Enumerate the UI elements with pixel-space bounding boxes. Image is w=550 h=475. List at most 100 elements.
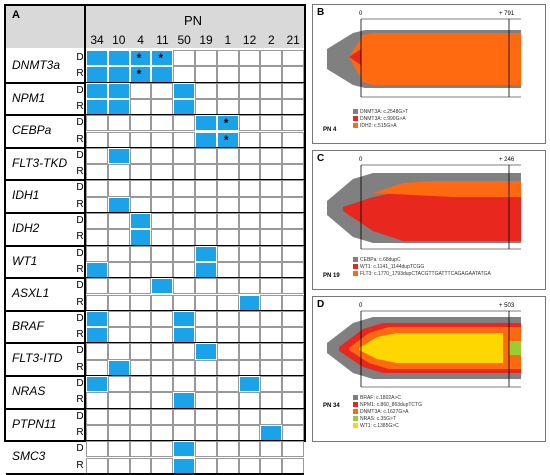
mutation-cell-empty	[173, 408, 195, 425]
mutation-cell-empty	[238, 213, 261, 230]
mutation-cell-empty	[107, 343, 130, 360]
mutation-cell-empty	[107, 457, 130, 474]
mutation-cell-empty	[238, 196, 261, 213]
mutation-cell-empty	[195, 98, 217, 116]
mutation-cell-empty	[238, 180, 261, 197]
mutation-cell-empty	[173, 115, 195, 132]
mutation-cell-empty	[173, 180, 195, 197]
mutation-cell-empty	[86, 343, 108, 360]
mutation-cell-present	[195, 261, 217, 279]
mutation-cell-empty	[282, 131, 304, 148]
mutation-cell-empty	[260, 359, 283, 376]
mutation-cell-empty	[282, 66, 304, 83]
mutation-cell-empty	[151, 441, 174, 458]
column-header: 11	[156, 33, 169, 47]
mutation-cell-empty	[238, 98, 261, 116]
mutation-cell-empty	[260, 82, 283, 99]
mutation-cell-empty	[173, 294, 195, 311]
mutation-cell-empty	[86, 392, 108, 409]
mutation-cell-empty	[173, 50, 195, 67]
mutation-cell-empty	[282, 408, 304, 425]
mutation-cell-empty	[86, 213, 108, 230]
mutation-cell-empty	[86, 131, 108, 148]
mutation-cell-present	[173, 441, 195, 458]
row-label: R	[76, 426, 84, 438]
mutation-cell-empty	[282, 327, 304, 344]
mutation-cell-empty	[151, 359, 174, 376]
mutation-cell-empty	[151, 408, 174, 425]
mutation-cell-empty	[216, 66, 239, 83]
mutation-cell-empty	[151, 457, 174, 474]
mutation-cell-empty	[129, 180, 152, 197]
column-header: 10	[112, 33, 126, 47]
gene-label: IDH2	[12, 221, 40, 235]
mutation-cell-empty	[107, 294, 130, 311]
mutation-cell-empty	[260, 66, 283, 83]
mutation-cell-empty	[282, 343, 304, 360]
gene-label: CEBPa	[12, 123, 52, 138]
mutation-cell-present	[173, 310, 195, 328]
mutation-cell-empty	[238, 147, 261, 165]
mutation-cell-empty	[195, 424, 217, 442]
mutation-cell-empty	[173, 66, 195, 83]
mutation-cell-empty	[195, 164, 217, 181]
mutation-cell-empty	[260, 327, 283, 344]
mutation-cell-empty	[216, 408, 239, 425]
mutation-cell-empty	[107, 310, 130, 328]
mutation-cell-empty	[173, 343, 195, 360]
row-label: D	[76, 312, 84, 324]
mutation-cell-empty	[260, 180, 283, 197]
panel-b-tick-right: + 791	[499, 11, 515, 17]
row-label: D	[76, 378, 84, 389]
gene-label: SMC3	[12, 449, 46, 464]
mutation-cell-empty	[107, 376, 130, 393]
legend-item: DNMT3A: c.2548G>T	[353, 109, 408, 116]
mutation-cell-empty	[216, 441, 239, 458]
mutation-cell-empty	[238, 82, 261, 99]
mutation-cell-empty	[107, 131, 130, 148]
legend-item: WT1: c.1385G>C	[353, 423, 422, 430]
mutation-cell-empty	[238, 229, 261, 246]
mutation-cell-empty	[282, 229, 304, 246]
mutation-cell-empty	[282, 147, 304, 165]
mutation-cell-empty	[195, 327, 217, 344]
mutation-cell-empty	[173, 164, 195, 181]
mutation-cell-empty	[86, 245, 108, 262]
mutation-cell-empty	[151, 180, 174, 197]
mutation-cell-empty	[238, 327, 261, 344]
mutation-cell-empty	[282, 115, 304, 132]
mutation-cell-present	[238, 376, 261, 393]
gene-label: FLT3-ITD	[12, 351, 63, 366]
panel-c-tick-left: 0	[359, 157, 363, 163]
mutation-cell-empty	[260, 278, 283, 295]
mutation-cell-empty	[260, 196, 283, 213]
mutation-cell-empty	[238, 66, 261, 83]
mutation-cell-empty	[282, 294, 304, 311]
mutation-cell-empty	[129, 376, 152, 393]
mutation-cell-empty	[107, 180, 130, 197]
panel-c-pn: PN 19	[323, 273, 340, 279]
mutation-cell-empty	[107, 261, 130, 279]
mutation-cell-empty	[129, 392, 152, 409]
panel-d-pn: PN 34	[323, 403, 340, 409]
mutation-cell-empty	[195, 82, 217, 99]
panel-c: C 0 + 246 CEBPa: c.68dupC WT1: c.1141_11…	[312, 150, 546, 290]
mutation-cell-empty	[129, 164, 152, 181]
mutation-cell-present	[195, 343, 217, 360]
column-header: 1	[224, 33, 232, 47]
row-label: D	[76, 215, 84, 226]
mutation-cell-empty	[151, 343, 174, 360]
mutation-cell-empty	[129, 245, 152, 262]
mutation-cell-empty	[282, 457, 304, 474]
legend-item: DNMT3A: c.990G>A	[353, 116, 408, 123]
mutation-cell-empty	[260, 131, 283, 148]
mutation-cell-empty	[151, 261, 174, 279]
mutation-cell-empty	[107, 441, 130, 458]
mutation-cell-empty	[151, 98, 174, 116]
row-label: D	[76, 443, 84, 455]
row-label: D	[76, 84, 84, 96]
row-label: R	[76, 361, 84, 373]
mutation-cell-empty	[216, 98, 239, 116]
column-header: 19	[199, 33, 213, 47]
mutation-cell-empty	[282, 424, 304, 442]
